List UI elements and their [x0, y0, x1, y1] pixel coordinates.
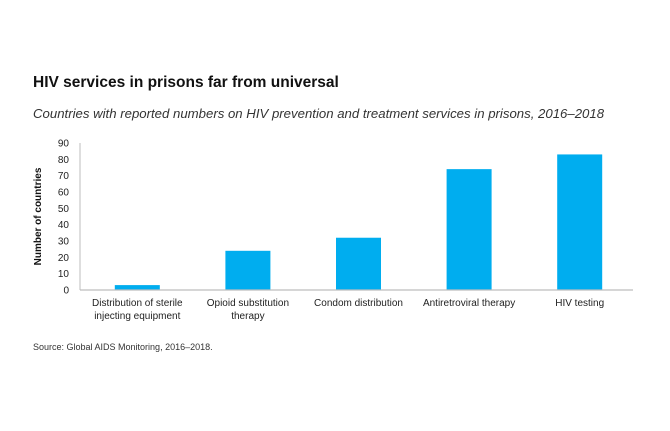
bar [446, 169, 492, 290]
y-axis-label: Number of countries [33, 167, 44, 265]
y-axis-ticks: 0 10 20 30 40 50 60 70 80 90 [58, 139, 70, 297]
x-category-label: HIV testing [555, 298, 604, 309]
x-category-label: Distribution of sterile injecting equipme… [92, 298, 183, 322]
bar [557, 154, 603, 290]
bar [336, 237, 381, 290]
y-tick-label: 50 [58, 204, 70, 215]
chart-title: HIV services in prisons far from univers… [33, 74, 339, 91]
y-tick-label: 20 [58, 253, 70, 264]
bar [225, 250, 271, 290]
y-tick-label: 80 [58, 155, 70, 166]
chart-subtitle: Countries with reported numbers on HIV p… [33, 106, 605, 121]
bars [114, 154, 603, 290]
x-category-label: Antiretroviral therapy [423, 298, 515, 309]
x-axis-categories: Distribution of sterile injecting equipme… [92, 298, 604, 322]
y-tick-label: 70 [58, 171, 70, 182]
y-tick-label: 90 [58, 139, 70, 150]
x-category-label: Condom distribution [314, 298, 403, 309]
x-category-label: Opioid substitution therapy [207, 298, 289, 322]
source-note: Source: Global AIDS Monitoring, 2016–201… [33, 342, 213, 352]
y-tick-label: 30 [58, 237, 70, 248]
y-tick-label: 10 [58, 269, 70, 280]
y-tick-label: 40 [58, 220, 70, 231]
y-tick-label: 0 [63, 286, 69, 297]
bar [114, 285, 160, 290]
y-tick-label: 60 [58, 188, 70, 199]
